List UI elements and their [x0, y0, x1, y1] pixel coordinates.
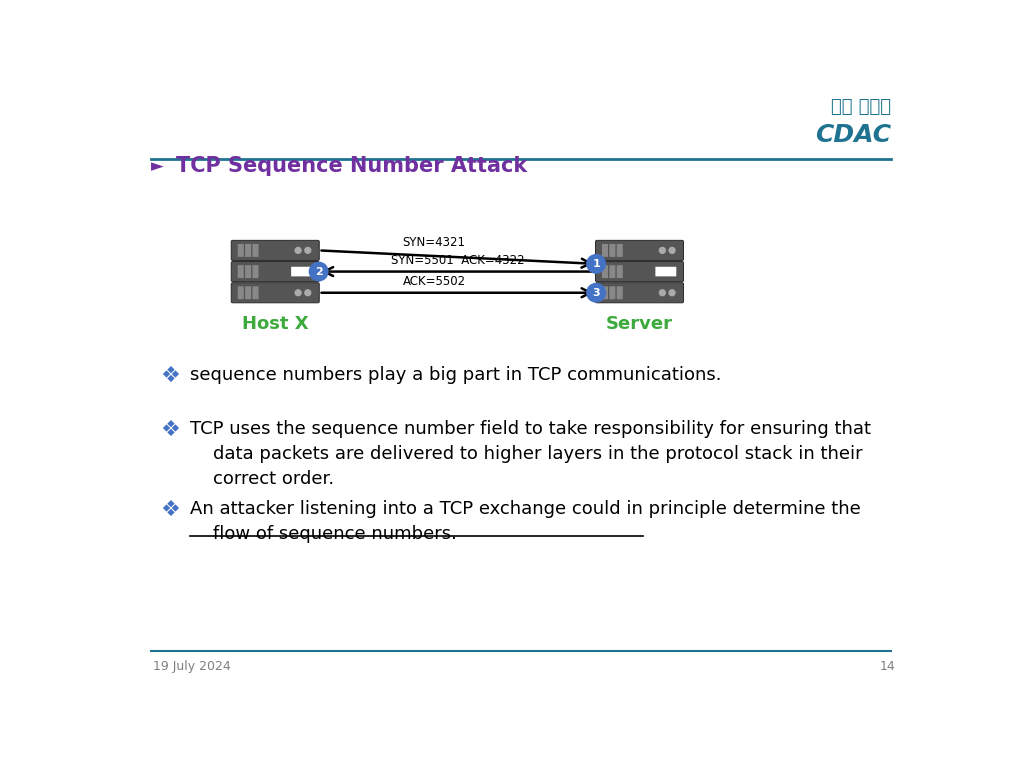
Text: sequence numbers play a big part in TCP communications.: sequence numbers play a big part in TCP …	[190, 366, 722, 384]
FancyBboxPatch shape	[609, 265, 615, 278]
FancyBboxPatch shape	[616, 244, 623, 257]
Text: TCP Sequence Number Attack: TCP Sequence Number Attack	[176, 156, 527, 176]
FancyBboxPatch shape	[602, 265, 608, 278]
FancyBboxPatch shape	[253, 265, 258, 278]
FancyBboxPatch shape	[245, 286, 251, 300]
Text: ❖: ❖	[161, 366, 180, 386]
Circle shape	[295, 290, 301, 296]
Text: TCP uses the sequence number field to take responsibility for ensuring that
    : TCP uses the sequence number field to ta…	[190, 420, 871, 488]
FancyBboxPatch shape	[238, 286, 244, 300]
FancyBboxPatch shape	[609, 286, 615, 300]
Text: 3: 3	[592, 288, 600, 298]
Text: SYN=5501  ACK=4322: SYN=5501 ACK=4322	[390, 254, 524, 267]
FancyBboxPatch shape	[231, 283, 319, 303]
FancyBboxPatch shape	[231, 262, 319, 282]
Text: CDAC: CDAC	[815, 123, 891, 147]
FancyBboxPatch shape	[238, 265, 244, 278]
FancyBboxPatch shape	[609, 244, 615, 257]
FancyBboxPatch shape	[602, 244, 608, 257]
Text: ACK=5502: ACK=5502	[402, 275, 466, 288]
FancyBboxPatch shape	[245, 244, 251, 257]
FancyBboxPatch shape	[596, 262, 684, 282]
Circle shape	[659, 290, 666, 296]
Circle shape	[309, 263, 328, 281]
Text: 1: 1	[592, 259, 600, 269]
Circle shape	[295, 247, 301, 253]
FancyBboxPatch shape	[238, 244, 244, 257]
Text: ❖: ❖	[161, 500, 180, 520]
FancyBboxPatch shape	[231, 240, 319, 260]
Circle shape	[305, 247, 310, 253]
FancyBboxPatch shape	[655, 266, 676, 276]
FancyBboxPatch shape	[291, 266, 312, 276]
FancyBboxPatch shape	[253, 244, 258, 257]
Circle shape	[587, 255, 605, 273]
FancyBboxPatch shape	[596, 283, 684, 303]
FancyBboxPatch shape	[616, 286, 623, 300]
FancyBboxPatch shape	[253, 286, 258, 300]
Text: सी डैक: सी डैक	[831, 98, 891, 116]
Text: 14: 14	[880, 660, 895, 673]
Text: SYN=4321: SYN=4321	[402, 237, 466, 250]
Text: ❖: ❖	[161, 420, 180, 440]
FancyBboxPatch shape	[245, 265, 251, 278]
Text: ►: ►	[152, 157, 164, 175]
Circle shape	[659, 247, 666, 253]
Circle shape	[669, 290, 675, 296]
FancyBboxPatch shape	[616, 265, 623, 278]
Text: Host X: Host X	[242, 316, 308, 333]
Circle shape	[669, 247, 675, 253]
Text: 2: 2	[314, 266, 323, 276]
Circle shape	[305, 290, 310, 296]
Text: Server: Server	[606, 316, 673, 333]
Text: 19 July 2024: 19 July 2024	[153, 660, 230, 673]
Circle shape	[587, 283, 605, 302]
FancyBboxPatch shape	[602, 286, 608, 300]
Text: An attacker listening into a TCP exchange could in principle determine the
    f: An attacker listening into a TCP exchang…	[190, 500, 861, 543]
FancyBboxPatch shape	[596, 240, 684, 260]
